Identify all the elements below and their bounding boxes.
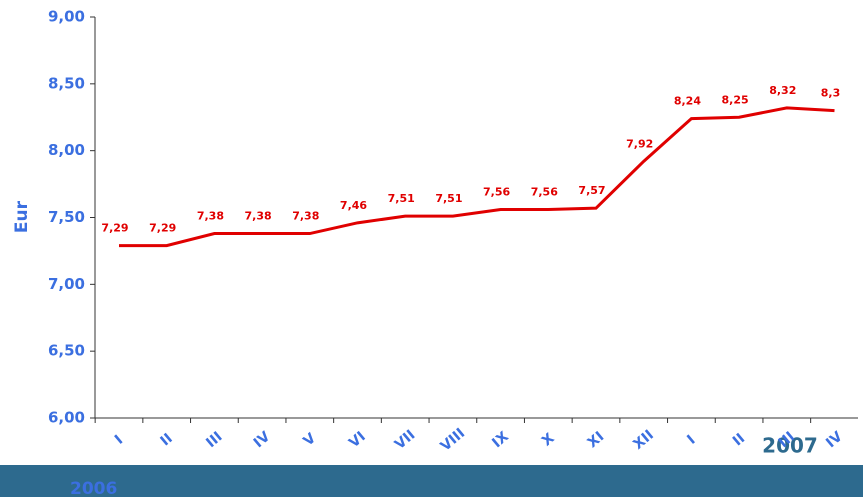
value-label: 7,56 <box>483 185 510 198</box>
value-label: 7,29 <box>101 222 128 235</box>
y-tick-label: 9,00 <box>48 8 85 26</box>
x-tick-label: I <box>684 432 698 448</box>
group-label: 2006 <box>70 479 117 497</box>
value-label: 8,3 <box>821 87 841 100</box>
x-tick-label: IV <box>251 429 274 452</box>
y-tick-label: 8,50 <box>48 74 85 92</box>
group-label: 2007 <box>762 434 818 458</box>
value-label: 7,38 <box>197 210 224 223</box>
value-label: 8,24 <box>674 95 701 108</box>
value-label: 7,51 <box>435 192 462 205</box>
x-tick-label: IX <box>489 429 512 452</box>
value-label: 7,38 <box>245 210 272 223</box>
y-tick-label: 7,00 <box>48 275 85 293</box>
y-tick-label: 6,50 <box>48 342 85 360</box>
x-tick-label: I <box>112 432 126 448</box>
x-tick-label: V <box>301 430 320 449</box>
value-label: 7,57 <box>578 184 605 197</box>
value-label: 7,92 <box>626 137 653 150</box>
x-tick-label: VI <box>346 429 369 452</box>
line <box>119 106 835 248</box>
footer-band <box>0 465 863 497</box>
value-label: 7,51 <box>388 192 415 205</box>
x-tick-label: X <box>539 430 558 449</box>
x-tick-label: II <box>158 431 176 450</box>
x-tick-label: XI <box>585 429 608 452</box>
x-tick-label: VII <box>392 427 419 453</box>
value-label: 8,25 <box>722 93 749 106</box>
x-tick-label: II <box>730 431 748 450</box>
y-tick-label: 7,50 <box>48 208 85 226</box>
x-tick-label: III <box>203 429 225 451</box>
y-tick-label: 8,00 <box>48 141 85 159</box>
x-tick-label: VIII <box>438 425 469 454</box>
value-label: 7,56 <box>531 185 558 198</box>
value-label: 8,32 <box>769 84 796 97</box>
y-tick-label: 6,00 <box>48 409 85 427</box>
x-tick-label: XII <box>630 427 657 453</box>
value-label: 7,38 <box>292 210 319 223</box>
value-label: 7,46 <box>340 199 367 212</box>
x-tick-label: IV <box>823 429 846 452</box>
value-label: 7,29 <box>149 222 176 235</box>
y-axis-label: Eur <box>12 200 32 233</box>
